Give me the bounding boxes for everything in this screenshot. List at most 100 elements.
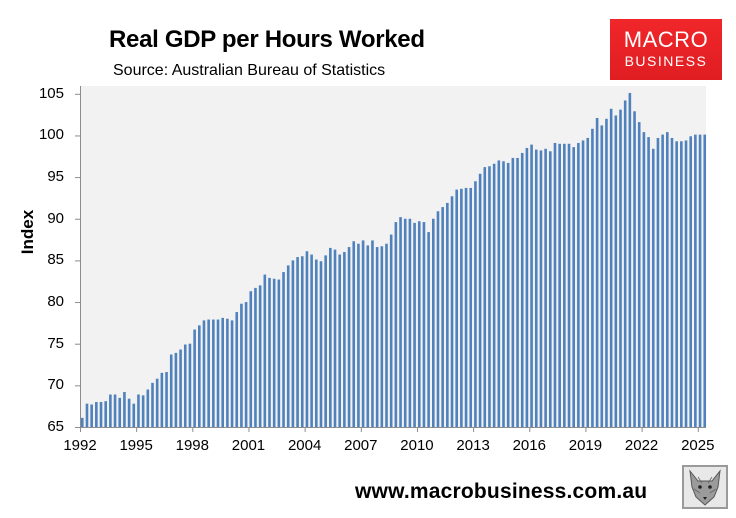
bar — [422, 222, 426, 427]
bar — [544, 148, 547, 427]
bar — [277, 279, 281, 427]
bar — [595, 117, 599, 428]
x-tick-label: 2019 — [568, 437, 603, 454]
bar — [684, 140, 688, 427]
bar — [441, 207, 444, 427]
bar — [436, 211, 440, 427]
bar — [586, 137, 590, 427]
bar — [506, 162, 510, 427]
chart-title: Real GDP per Hours Worked — [109, 26, 425, 53]
bar — [488, 166, 491, 427]
bar — [137, 394, 140, 427]
x-tick-label: 1998 — [175, 437, 209, 454]
bar — [296, 257, 299, 427]
bar — [235, 312, 239, 427]
bar — [666, 132, 669, 427]
bar — [315, 259, 318, 427]
bar — [352, 241, 356, 427]
bar — [694, 134, 697, 427]
bar — [680, 141, 683, 427]
bar — [375, 247, 379, 427]
logo-line-1: MACRO — [623, 27, 709, 52]
bar — [361, 240, 365, 427]
bar — [394, 222, 398, 427]
website-url: www.macrobusiness.com.au — [355, 480, 648, 503]
bar — [226, 318, 229, 427]
y-tick-label: 105 — [38, 84, 64, 102]
bar — [151, 382, 154, 427]
bar — [90, 404, 93, 427]
bar — [516, 157, 519, 427]
bar — [347, 247, 351, 427]
y-tick-label: 85 — [47, 251, 64, 269]
bar — [174, 352, 178, 427]
bar — [169, 354, 173, 427]
bar — [343, 252, 346, 427]
bar — [324, 255, 327, 427]
x-tick-label: 2022 — [624, 437, 659, 454]
bar — [132, 403, 136, 427]
bar — [160, 372, 164, 427]
bar — [478, 173, 482, 427]
bar — [230, 320, 234, 427]
bar — [558, 143, 561, 427]
fox-head-icon — [682, 465, 728, 509]
bar — [141, 395, 145, 427]
bar — [403, 218, 407, 427]
bar — [216, 319, 220, 427]
bar — [380, 246, 384, 427]
bar — [371, 240, 374, 427]
bar — [254, 287, 257, 427]
bar — [263, 274, 267, 427]
bar — [446, 202, 449, 427]
bar — [581, 140, 585, 427]
bar — [258, 285, 262, 427]
x-tick-label: 2007 — [344, 437, 378, 454]
bar — [563, 143, 566, 427]
bar — [567, 143, 571, 427]
bar — [497, 160, 501, 427]
bar — [469, 187, 473, 427]
bar — [146, 389, 150, 427]
bar — [366, 245, 370, 427]
bar — [179, 349, 182, 427]
bar — [417, 221, 421, 427]
bar — [113, 394, 117, 427]
bar — [549, 151, 552, 427]
bar — [329, 247, 332, 427]
bar — [450, 196, 454, 427]
bar — [118, 397, 122, 427]
bar — [637, 122, 641, 428]
bar — [291, 260, 295, 427]
bar — [534, 149, 538, 428]
bar — [385, 243, 388, 427]
bar — [305, 251, 309, 427]
bar — [333, 249, 337, 427]
bar — [539, 150, 543, 427]
bar — [207, 319, 210, 427]
bar — [591, 128, 594, 428]
bar — [85, 403, 89, 427]
bar — [661, 134, 664, 427]
bar — [198, 325, 201, 427]
bar — [670, 137, 674, 427]
bar — [310, 254, 313, 427]
bar — [399, 217, 402, 427]
bar — [600, 125, 604, 427]
x-tick-label: 2001 — [231, 437, 266, 454]
bar — [483, 167, 487, 427]
bar — [99, 402, 103, 427]
bar — [282, 272, 285, 427]
bar — [651, 148, 655, 427]
x-tick-label: 2025 — [681, 437, 715, 454]
bar — [413, 222, 416, 427]
bar — [642, 132, 646, 427]
bar — [553, 142, 557, 427]
bar — [183, 344, 187, 427]
y-tick-label: 70 — [47, 376, 64, 394]
bar — [623, 100, 627, 428]
bar — [268, 277, 271, 427]
bar-series — [81, 92, 707, 428]
bar — [300, 256, 304, 427]
